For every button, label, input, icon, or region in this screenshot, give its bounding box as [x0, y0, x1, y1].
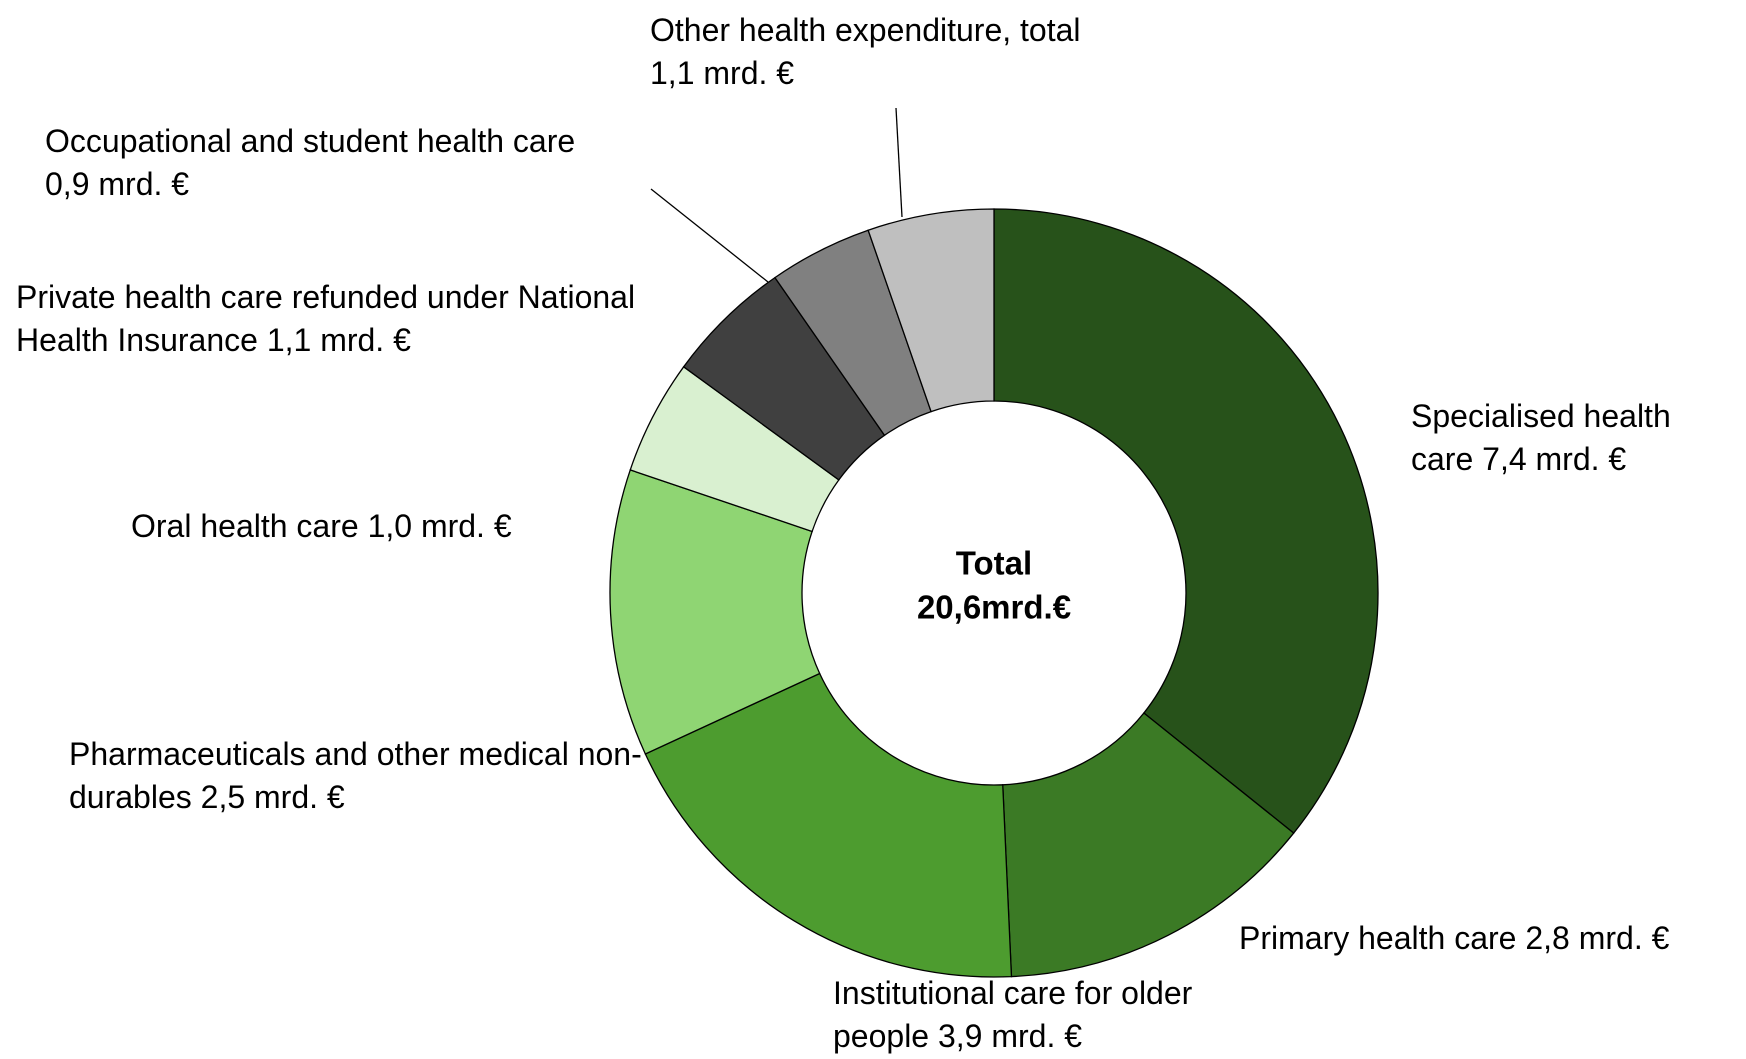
leader-line: [895, 107, 903, 218]
donut-slice: [609, 469, 821, 755]
value-label: 2,5 mrd. €: [200, 779, 345, 815]
category-label: Institutional care for older people: [833, 975, 1193, 1054]
slices: [609, 208, 1379, 978]
value-label: 1,0 mrd. €: [367, 508, 512, 544]
slice-label: Oral health care 1,0 mrd. €: [131, 505, 512, 548]
category-label: Occupational and student health care: [45, 123, 576, 159]
slice-label: Pharmaceuticals and other medical non-du…: [69, 733, 669, 819]
value-label: 1,1 mrd. €: [650, 55, 795, 91]
donut-slice: [993, 208, 1379, 834]
value-label: 2,8 mrd. €: [1525, 920, 1670, 956]
slice-label: Primary health care 2,8 mrd. €: [1239, 917, 1669, 960]
category-label: Other health expenditure, total: [650, 12, 1081, 48]
value-label: 3,9 mrd. €: [937, 1018, 1083, 1054]
value-label: 1,1 mrd. €: [266, 322, 411, 358]
category-label: Private health care refunded under Natio…: [16, 279, 636, 358]
slice-label: Other health expenditure, total 1,1 mrd.…: [650, 9, 1081, 95]
center-label: 20,6mrd.€: [917, 589, 1071, 626]
category-label: Specialised health care: [1411, 398, 1671, 477]
slice-label: Institutional care for older people 3,9 …: [833, 972, 1213, 1058]
slice-label: Private health care refunded under Natio…: [16, 276, 636, 362]
donut-slice: [867, 208, 995, 413]
value-label: 0,9 mrd. €: [45, 166, 190, 202]
slice-label: Occupational and student health care 0,9…: [45, 120, 575, 206]
leader-line: [650, 188, 769, 283]
slice-label: Specialised health care 7,4 mrd. €: [1411, 395, 1731, 481]
category-label: Pharmaceuticals and other medical non-du…: [69, 736, 642, 815]
donut-slice: [1002, 712, 1295, 978]
value-label: 7,4 mrd. €: [1482, 441, 1627, 477]
category-label: Primary health care: [1239, 920, 1517, 956]
category-label: Oral health care: [131, 508, 359, 544]
center-title: Total: [956, 545, 1032, 582]
donut-slice: [644, 672, 1013, 978]
